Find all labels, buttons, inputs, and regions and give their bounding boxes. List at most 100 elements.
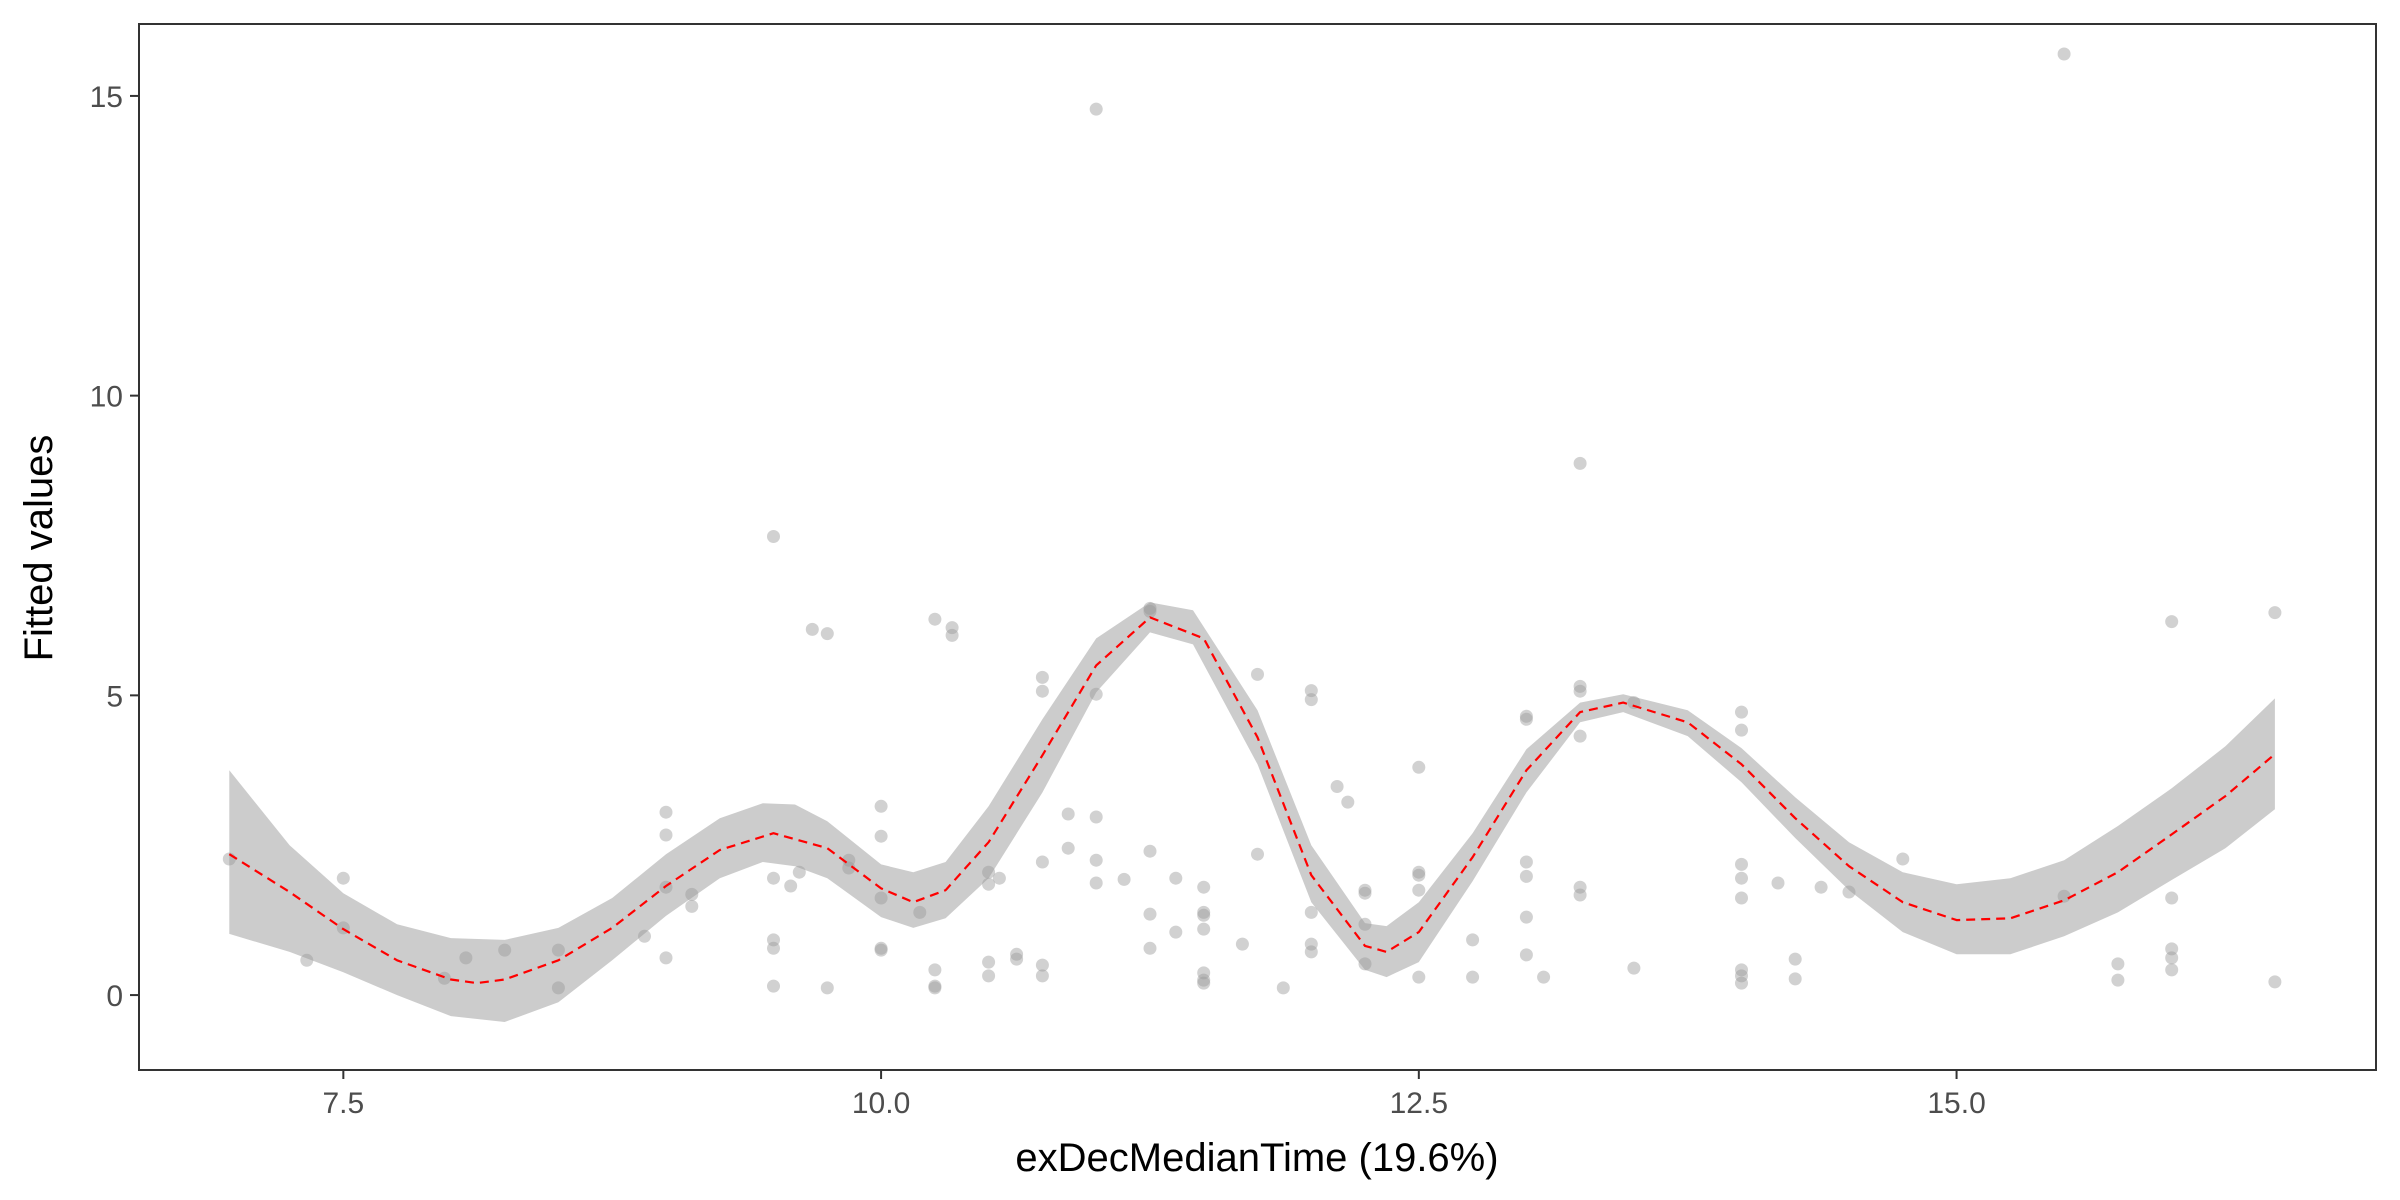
data-point (1519, 712, 1533, 726)
data-point (1412, 760, 1426, 774)
data-point (1035, 969, 1049, 983)
data-point (1143, 844, 1157, 858)
data-point (459, 951, 473, 965)
data-point (1089, 102, 1103, 116)
data-point (1197, 905, 1211, 919)
data-point (945, 628, 959, 642)
data-point (685, 887, 699, 901)
data-point (685, 899, 699, 913)
data-point (1735, 891, 1748, 905)
data-point (1143, 941, 1157, 955)
data-point (1788, 972, 1802, 986)
data-point (1197, 922, 1211, 936)
data-point (982, 865, 996, 879)
data-point (1735, 871, 1748, 885)
y-axis: 0 5 10 15 (90, 81, 139, 1013)
data-point (659, 951, 673, 965)
data-point (767, 941, 780, 955)
data-point (874, 829, 888, 843)
data-point (659, 805, 673, 819)
data-point (913, 905, 927, 919)
data-point (2165, 942, 2179, 956)
data-point (767, 530, 780, 543)
data-point (820, 981, 834, 995)
data-point (2268, 606, 2282, 620)
data-point (1169, 871, 1183, 885)
data-point (1573, 679, 1587, 693)
data-point (792, 865, 806, 879)
data-point (1304, 693, 1318, 707)
data-point (820, 627, 834, 641)
data-point (1573, 684, 1587, 698)
x-tick-label: 7.5 (322, 1087, 364, 1120)
data-point (1412, 883, 1426, 897)
data-point (767, 979, 780, 993)
data-point (1466, 970, 1480, 984)
data-point (1089, 853, 1103, 867)
confidence-band-layer (229, 602, 2275, 1022)
data-point (1304, 905, 1318, 919)
y-tick-label: 10 (90, 381, 123, 414)
data-point (1035, 958, 1049, 972)
data-point (2111, 973, 2125, 987)
data-point (1330, 780, 1344, 793)
y-axis-title: Fitted values (17, 435, 61, 662)
data-points-layer (222, 47, 2282, 995)
data-point (1573, 880, 1587, 894)
data-point (2165, 951, 2179, 965)
data-point (1089, 810, 1103, 824)
data-point (1089, 876, 1103, 890)
data-point (1814, 880, 1828, 894)
data-point (1251, 847, 1264, 861)
y-tick-label: 0 (106, 980, 123, 1013)
data-point (1197, 973, 1211, 987)
data-point (1788, 952, 1802, 966)
data-point (784, 879, 798, 893)
x-tick-label: 10.0 (852, 1087, 910, 1120)
data-point (874, 891, 888, 905)
data-point (1735, 857, 1748, 871)
plot-panel-border (138, 23, 2377, 1071)
data-point (1035, 684, 1049, 698)
data-point (2057, 889, 2071, 903)
data-point (1537, 970, 1551, 984)
data-point (2165, 963, 2179, 977)
data-point (928, 979, 942, 993)
data-point (1735, 705, 1748, 719)
data-point (1089, 687, 1103, 701)
data-point (659, 828, 673, 842)
data-point (842, 861, 856, 875)
confidence-band (229, 602, 2275, 1022)
data-point (1061, 841, 1075, 855)
data-point (1519, 855, 1533, 869)
data-point (1035, 855, 1049, 869)
data-point (1169, 925, 1183, 939)
data-point (1117, 872, 1131, 886)
data-point (1304, 937, 1318, 951)
fitted-line (228, 616, 2276, 985)
data-point (2057, 47, 2071, 61)
data-point (928, 981, 942, 995)
data-point (1197, 908, 1211, 922)
x-tick-label: 15.0 (1927, 1087, 1985, 1120)
data-point (1143, 604, 1157, 618)
data-point (1197, 880, 1211, 894)
data-point (1735, 723, 1748, 737)
data-point (1573, 888, 1587, 902)
data-point (1276, 981, 1290, 995)
data-point (1358, 883, 1372, 897)
data-point (2268, 975, 2282, 989)
data-point (1061, 807, 1075, 821)
data-point (1771, 876, 1785, 890)
data-point (982, 877, 996, 891)
data-point (551, 943, 565, 957)
data-point (1412, 865, 1426, 879)
data-point (1573, 456, 1587, 470)
data-point (842, 853, 856, 867)
data-point (498, 943, 512, 957)
x-axis: 7.5 10.0 12.5 15.0 (322, 1070, 1986, 1120)
data-point (982, 955, 996, 969)
data-point (1197, 966, 1211, 980)
data-point (1197, 976, 1211, 990)
x-tick-label: 12.5 (1390, 1087, 1448, 1120)
